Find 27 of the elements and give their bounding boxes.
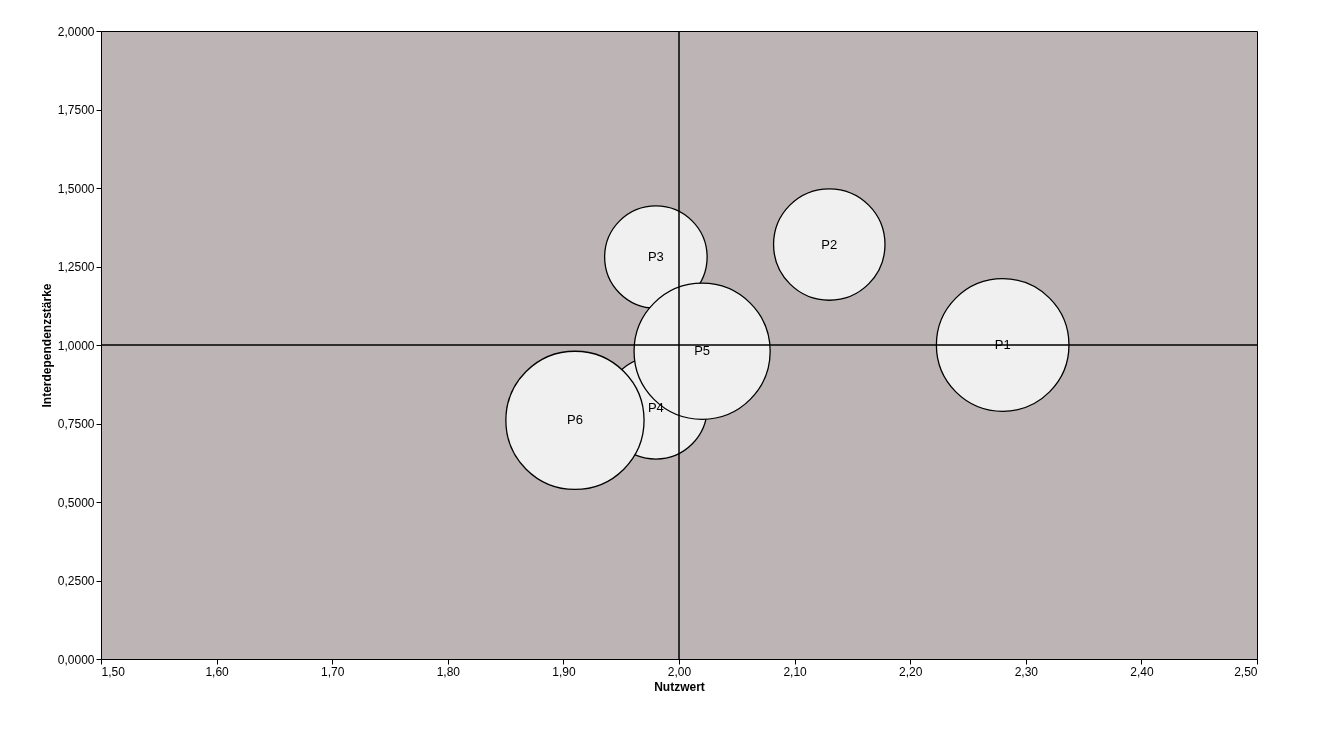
- x-tick-label: 1,80: [436, 664, 461, 679]
- y-tick-label: 1,7500: [57, 103, 95, 117]
- series-label: P3: [647, 249, 664, 265]
- x-tick-label: 1,90: [552, 664, 576, 679]
- y-axis-title: Interdependenzstärke: [39, 283, 54, 408]
- y-tick-label: 0,5000: [57, 495, 95, 510]
- y-tick-label: 1,5000: [57, 181, 95, 196]
- x-axis-title: Nutzwert: [654, 679, 705, 694]
- x-tick-label: 1,60: [205, 664, 230, 679]
- series-label: P5: [694, 343, 711, 359]
- x-tick-label: 2,40: [1130, 664, 1154, 679]
- x-tick-label: 2,50: [1234, 664, 1258, 679]
- y-tick-label: 0,2500: [57, 574, 95, 588]
- y-tick-label: 0,7500: [57, 417, 95, 431]
- x-tick-label: 1,70: [321, 664, 345, 679]
- series-label: P4: [647, 399, 664, 415]
- y-tick-label: 1,2500: [57, 260, 95, 274]
- x-tick-label: 2,20: [899, 664, 923, 679]
- y-tick-label: 1,0000: [57, 338, 95, 353]
- series-label: P2: [821, 236, 838, 252]
- y-tick-label: 0,0000: [57, 652, 95, 667]
- x-tick-label: 2,10: [783, 664, 808, 679]
- x-tick-label: 2,30: [1014, 664, 1039, 679]
- series-label: P6: [567, 412, 583, 428]
- x-tick-label: 2,00: [667, 664, 692, 679]
- y-tick-label: 2,0000: [57, 24, 95, 39]
- x-tick-label: 1,50: [101, 664, 126, 679]
